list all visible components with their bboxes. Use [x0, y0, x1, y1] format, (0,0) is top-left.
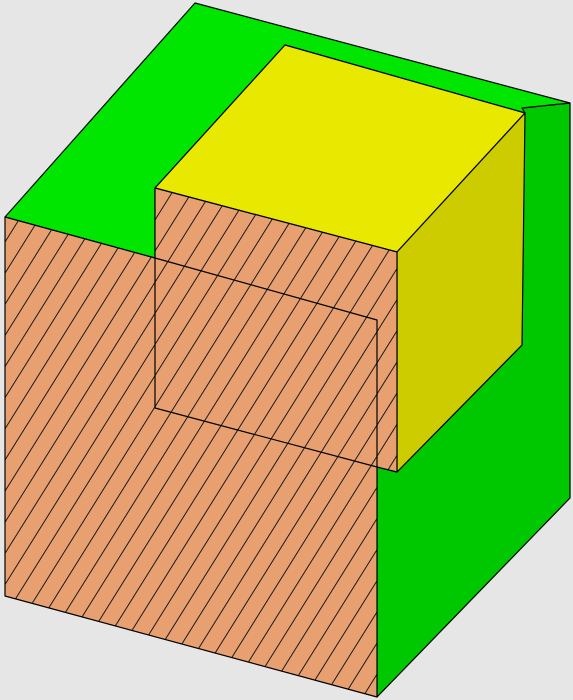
section-cut-face[interactable] — [4, 187, 398, 698]
cut-inner-edge-left — [154, 258, 378, 468]
cut-inner-edge-top — [154, 257, 378, 467]
